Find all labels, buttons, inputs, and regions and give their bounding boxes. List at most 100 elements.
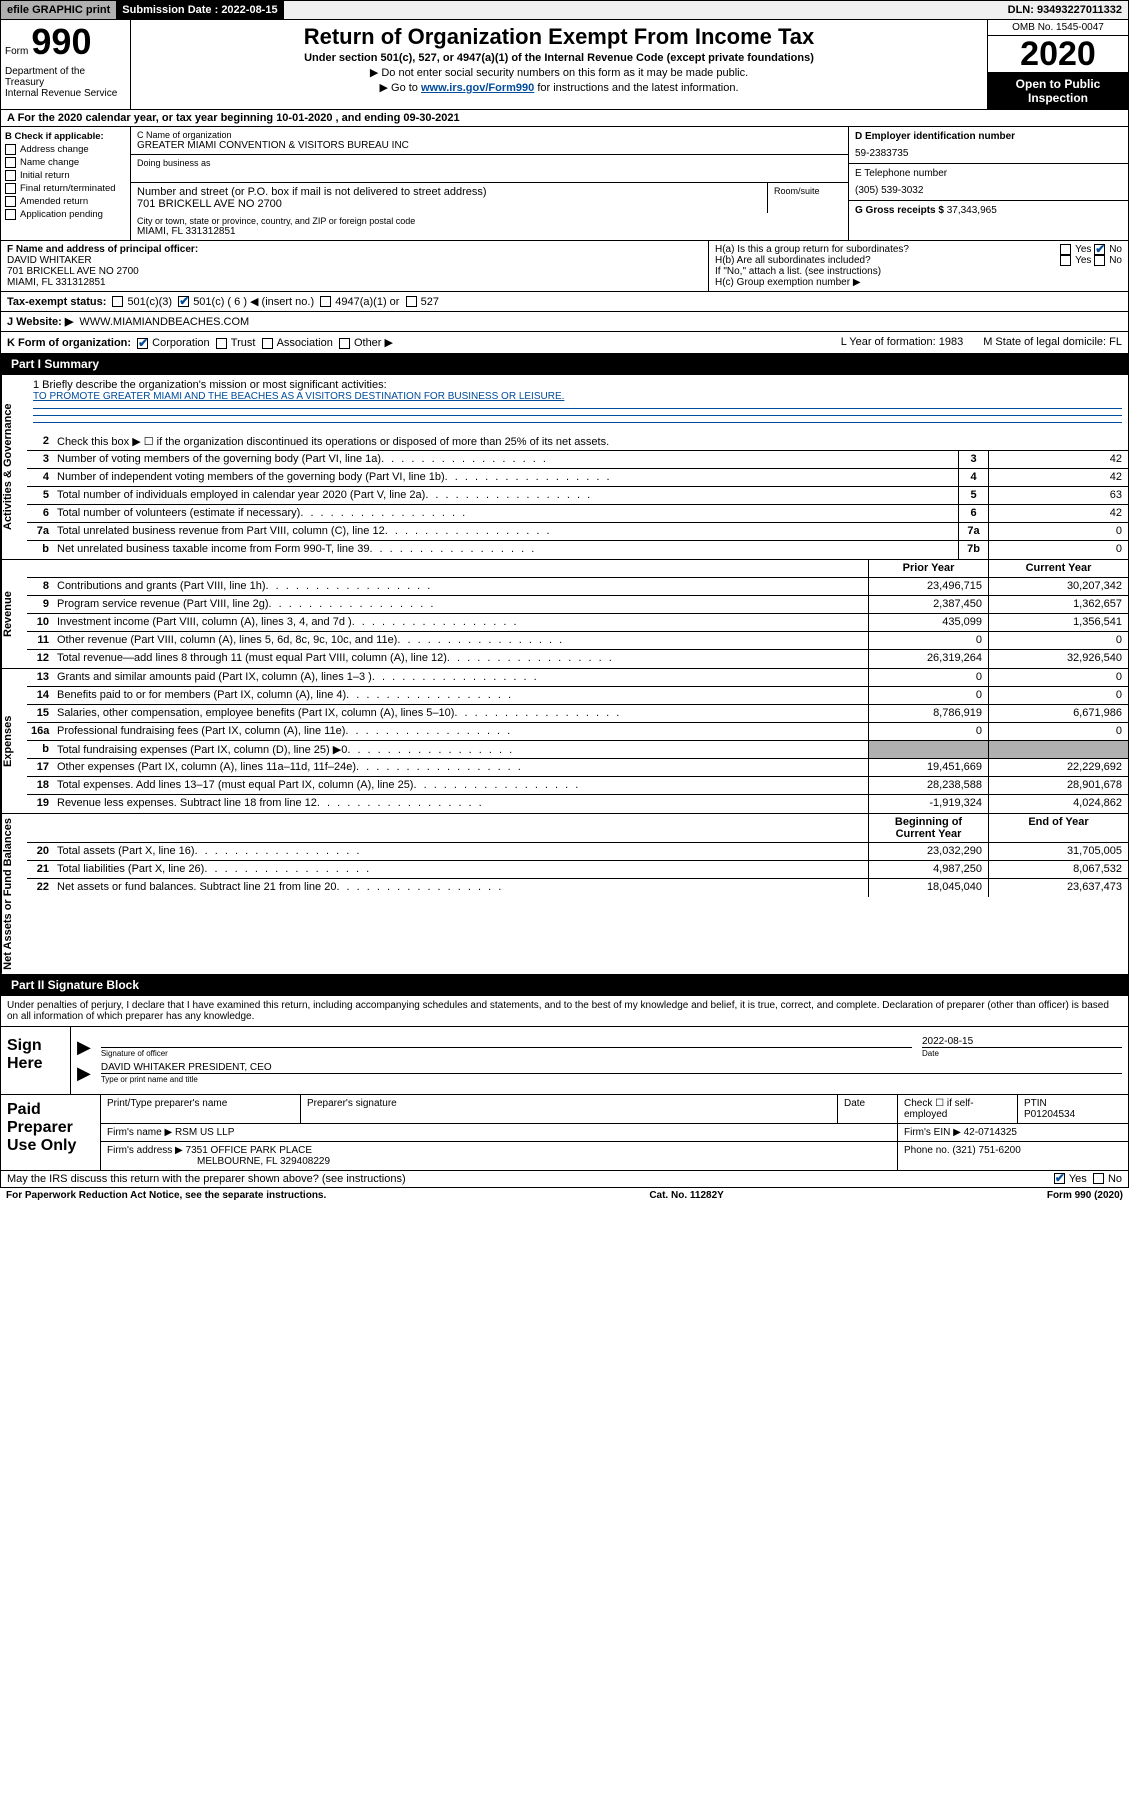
l-year-formation: L Year of formation: 1983 [841,336,964,349]
department-label: Department of the Treasury Internal Reve… [5,66,126,99]
preparer-row1: Print/Type preparer's name Preparer's si… [101,1095,1128,1124]
beginning-header: Beginning of Current Year [868,814,988,842]
check-application-pending[interactable]: Application pending [5,209,126,220]
check-amended[interactable]: Amended return [5,196,126,207]
h-note: If "No," attach a list. (see instruction… [715,266,1122,277]
rev-row-9: 9Program service revenue (Part VIII, lin… [27,596,1128,614]
side-label-governance: Activities & Governance [1,375,27,559]
paperwork-notice: For Paperwork Reduction Act Notice, see … [6,1190,326,1201]
exp-row-b: bTotal fundraising expenses (Part IX, co… [27,741,1128,759]
dba-label: Doing business as [137,158,842,168]
exp-row-17: 17Other expenses (Part IX, column (A), l… [27,759,1128,777]
officer-name: DAVID WHITAKER [7,255,92,266]
exp-row-19: 19Revenue less expenses. Subtract line 1… [27,795,1128,813]
org-name-cell: C Name of organization GREATER MIAMI CON… [131,127,848,155]
firm-phone-label: Phone no. [904,1145,950,1156]
exp-row-15: 15Salaries, other compensation, employee… [27,705,1128,723]
rev-row-10: 10Investment income (Part VIII, column (… [27,614,1128,632]
section-revenue: Revenue Prior Year Current Year 8Contrib… [0,560,1129,669]
ptin-cell: PTINP01204534 [1018,1095,1128,1123]
section-expenses: Expenses 13Grants and similar amounts pa… [0,669,1129,814]
discuss-yes[interactable] [1054,1173,1065,1184]
exp-row-14: 14Benefits paid to or for members (Part … [27,687,1128,705]
officer-print-name: DAVID WHITAKER PRESIDENT, CEO [101,1062,1122,1073]
form-word: Form [5,46,28,57]
prep-sig-label: Preparer's signature [301,1095,838,1123]
check-other[interactable] [339,338,350,349]
block-b-c-d: B Check if applicable: Address change Na… [0,127,1129,241]
check-name-change[interactable]: Name change [5,157,126,168]
room-label: Room/suite [768,183,848,213]
check-4947[interactable] [320,296,331,307]
phone-cell: E Telephone number (305) 539-3032 [849,164,1128,201]
sign-here-block: Sign Here ▶ Signature of officer 2022-08… [0,1027,1129,1095]
k-label: K Form of organization: [7,337,131,349]
rev-row-8: 8Contributions and grants (Part VIII, li… [27,578,1128,596]
efile-link[interactable]: efile GRAPHIC print [1,1,116,19]
ha-yes[interactable] [1060,244,1071,255]
form-number: 990 [31,21,91,62]
ein-label: D Employer identification number [855,131,1122,142]
form-title: Return of Organization Exempt From Incom… [135,24,983,50]
ha-label: H(a) Is this a group return for subordin… [715,244,1060,255]
city-label: City or town, state or province, country… [137,216,842,226]
signature-date: 2022-08-15 [922,1036,1122,1047]
mission-block: 1 Briefly describe the organization's mi… [27,375,1128,433]
firm-ein: 42-0714325 [964,1127,1017,1138]
check-final-return[interactable]: Final return/terminated [5,183,126,194]
check-association[interactable] [262,338,273,349]
check-trust[interactable] [216,338,227,349]
org-name: GREATER MIAMI CONVENTION & VISITORS BURE… [137,140,842,151]
firm-addr2: MELBOURNE, FL 329408229 [197,1156,330,1167]
signature-declaration: Under penalties of perjury, I declare th… [0,996,1129,1027]
phone-value: (305) 539-3032 [855,185,1122,196]
firm-addr1: 7351 OFFICE PARK PLACE [186,1145,313,1156]
preparer-row3: Firm's address ▶ 7351 OFFICE PARK PLACEM… [101,1142,1128,1170]
ein-value: 59-2383735 [855,148,1122,159]
hb-yes[interactable] [1060,255,1071,266]
tax-year: 2020 [988,36,1128,73]
form-ref: Form 990 (2020) [1047,1190,1123,1201]
cat-no: Cat. No. 11282Y [326,1190,1047,1201]
date-label: Date [922,1047,1122,1058]
officer-addr2: MIAMI, FL 331312851 [7,277,106,288]
current-year-header: Current Year [988,560,1128,577]
mission-text: TO PROMOTE GREATER MIAMI AND THE BEACHES… [33,391,1122,402]
column-c: C Name of organization GREATER MIAMI CON… [131,127,848,240]
line-a: A For the 2020 calendar year, or tax yea… [0,110,1129,127]
exp-row-18: 18Total expenses. Add lines 13–17 (must … [27,777,1128,795]
part2-header: Part II Signature Block [0,975,1129,996]
hb-label: H(b) Are all subordinates included? [715,255,1060,266]
ha-no[interactable] [1094,244,1105,255]
street-value: 701 BRICKELL AVE NO 2700 [137,198,761,210]
street-cell: Number and street (or P.O. box if mail i… [131,183,848,213]
j-label: J Website: ▶ [7,315,73,328]
gov-row-3: 3Number of voting members of the governi… [27,451,1128,469]
check-corporation[interactable] [137,338,148,349]
self-employed-check[interactable]: Check ☐ if self-employed [898,1095,1018,1123]
paid-preparer-label: Paid Preparer Use Only [1,1095,101,1170]
firm-name: RSM US LLP [175,1127,234,1138]
form-note-link: ▶ Go to www.irs.gov/Form990 for instruct… [135,81,983,94]
link-pre: ▶ Go to [380,82,421,94]
side-label-net: Net Assets or Fund Balances [1,814,27,974]
check-address-change[interactable]: Address change [5,144,126,155]
side-label-expenses: Expenses [1,669,27,813]
discuss-no[interactable] [1093,1173,1104,1184]
q1-label: 1 Briefly describe the organization's mi… [33,379,1122,391]
ein-cell: D Employer identification number 59-2383… [849,127,1128,164]
type-print-label: Type or print name and title [101,1073,1122,1084]
hb-no[interactable] [1094,255,1105,266]
year-box: OMB No. 1545-0047 2020 Open to Public In… [988,20,1128,109]
part1-header: Part I Summary [0,354,1129,375]
check-501c3[interactable] [112,296,123,307]
form-number-box: Form 990 Department of the Treasury Inte… [1,20,131,109]
irs-link[interactable]: www.irs.gov/Form990 [421,82,534,94]
preparer-row2: Firm's name ▶ RSM US LLP Firm's EIN ▶ 42… [101,1124,1128,1142]
check-initial-return[interactable]: Initial return [5,170,126,181]
check-501c[interactable] [178,296,189,307]
gov-row-7a: 7aTotal unrelated business revenue from … [27,523,1128,541]
omb-number: OMB No. 1545-0047 [988,20,1128,36]
dln: DLN: 93493227011332 [1002,1,1128,19]
check-527[interactable] [406,296,417,307]
